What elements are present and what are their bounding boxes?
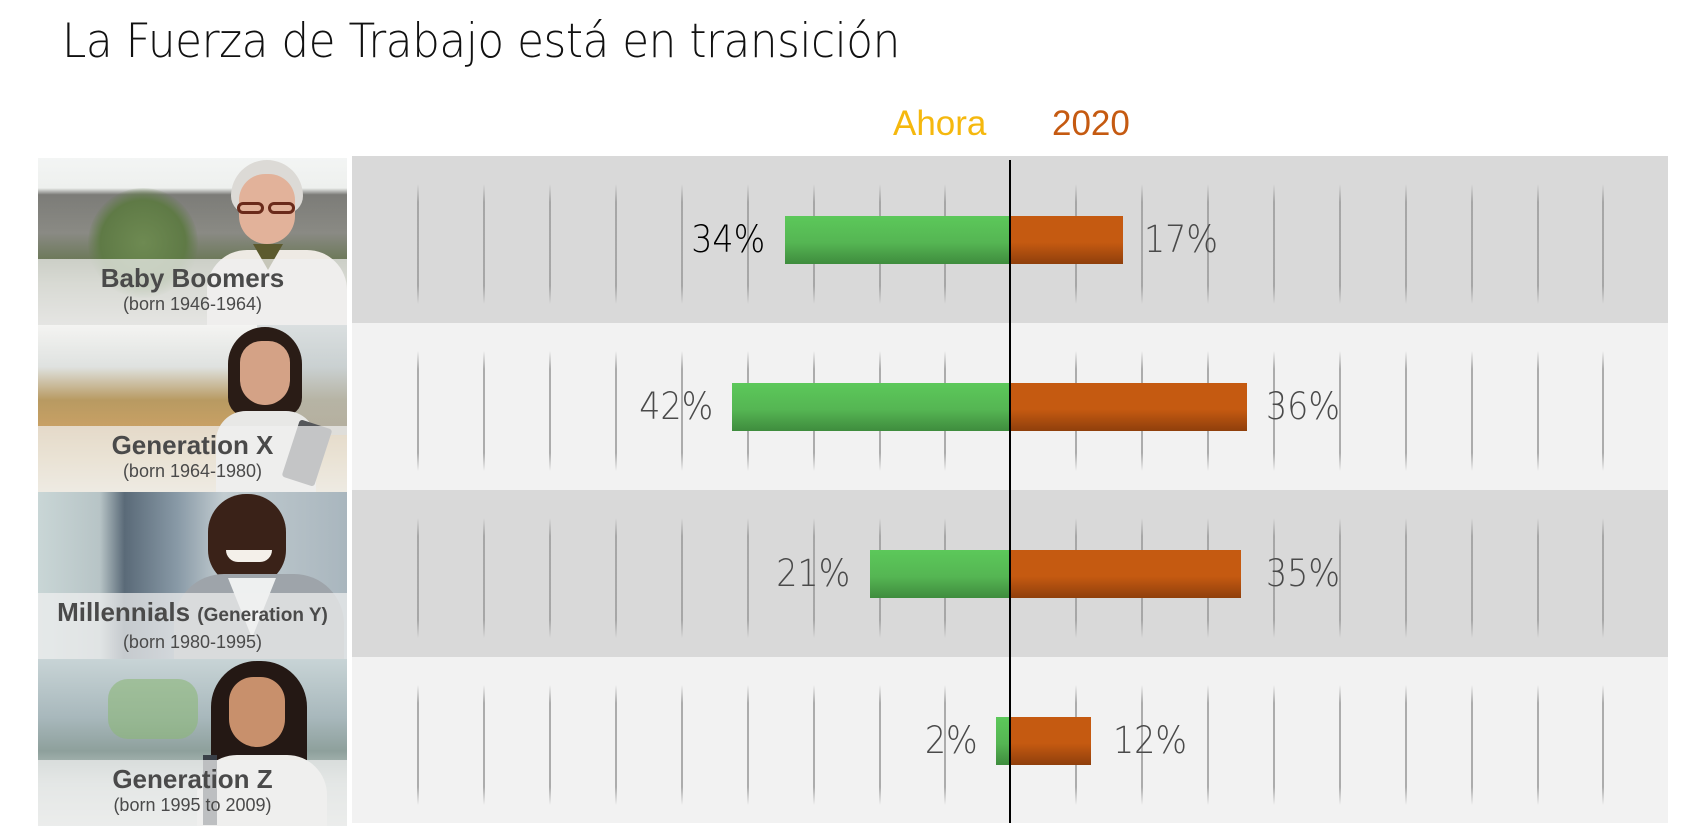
gridline: [681, 351, 683, 471]
gridline: [483, 685, 485, 805]
gridline: [1339, 518, 1341, 638]
gridline: [417, 184, 419, 304]
bar-ahora: [996, 717, 1009, 765]
value-2020: 17%: [1144, 218, 1219, 261]
gridline: [1273, 685, 1275, 805]
gridline: [1471, 184, 1473, 304]
center-axis-line: [1009, 160, 1011, 823]
generation-name-suffix: (Generation Y): [197, 605, 328, 626]
gridline: [1537, 351, 1539, 471]
gridline: [681, 685, 683, 805]
bar-ahora: [732, 383, 1009, 431]
generation-name: Generation X: [111, 430, 274, 460]
value-2020: 35%: [1266, 552, 1341, 595]
value-ahora: 42%: [638, 385, 713, 428]
gridline: [417, 351, 419, 471]
bar-2020: [1011, 717, 1091, 765]
gridline: [944, 685, 946, 805]
gridline: [1537, 518, 1539, 638]
gridline: [1537, 184, 1539, 304]
generation-born: (born 1946-1964): [122, 294, 263, 314]
generation-born: (born 1964-1980): [122, 461, 263, 481]
gridline: [747, 685, 749, 805]
caption-millennials: Millennials (Generation Y) (born 1980-19…: [38, 593, 347, 659]
gridline: [483, 184, 485, 304]
value-ahora: 2%: [925, 719, 978, 762]
diverging-bar-chart: 34% 17% 42% 36%: [352, 156, 1668, 823]
gridline: [1471, 518, 1473, 638]
gridline: [615, 351, 617, 471]
gridline: [549, 184, 551, 304]
gridline: [1273, 518, 1275, 638]
gridline: [417, 518, 419, 638]
gridline: [681, 518, 683, 638]
page-title: La Fuerza de Trabajo está en transición: [62, 14, 900, 69]
caption-baby-boomers: Baby Boomers (born 1946-1964): [38, 259, 347, 325]
photo-generation-x: Generation X (born 1964-1980): [38, 325, 347, 492]
legend-ahora: Ahora: [893, 104, 987, 143]
gridline: [747, 518, 749, 638]
generation-name: Generation Z: [112, 764, 273, 794]
caption-generation-z: Generation Z (born 1995 to 2009): [38, 760, 347, 826]
gridline: [1405, 351, 1407, 471]
generation-born: (born 1980-1995): [122, 632, 263, 652]
gridline: [1602, 685, 1604, 805]
generation-name: Millennials: [57, 597, 191, 627]
generation-name: Baby Boomers: [100, 263, 285, 293]
bar-2020: [1011, 216, 1123, 264]
generation-photo-column: Baby Boomers (born 1946-1964) Generation…: [38, 158, 347, 826]
caption-generation-x: Generation X (born 1964-1980): [38, 426, 347, 492]
gridline: [1207, 685, 1209, 805]
gridline: [483, 351, 485, 471]
gridline: [1471, 351, 1473, 471]
value-2020: 12%: [1113, 719, 1188, 762]
gridline: [1405, 184, 1407, 304]
bar-ahora: [870, 550, 1009, 598]
gridline: [813, 518, 815, 638]
gridline: [1273, 351, 1275, 471]
photo-generation-z: Generation Z (born 1995 to 2009): [38, 659, 347, 826]
gridline: [483, 518, 485, 638]
gridline: [549, 518, 551, 638]
legend-2020: 2020: [1052, 104, 1130, 143]
gridline: [1602, 184, 1604, 304]
gridline: [681, 184, 683, 304]
generation-born: (born 1995 to 2009): [113, 795, 272, 815]
gridline: [1602, 351, 1604, 471]
gridline: [1339, 351, 1341, 471]
gridline: [549, 685, 551, 805]
gridline: [1141, 184, 1143, 304]
gridline: [615, 518, 617, 638]
bar-2020: [1011, 550, 1241, 598]
gridline: [879, 685, 881, 805]
gridline: [1141, 685, 1143, 805]
value-ahora: 34%: [690, 218, 765, 261]
gridline: [813, 685, 815, 805]
gridline: [1339, 685, 1341, 805]
chart-row-baby-boomers: 34% 17%: [352, 156, 1668, 323]
gridline: [1405, 518, 1407, 638]
bar-ahora: [785, 216, 1009, 264]
gridline: [615, 685, 617, 805]
gridline: [747, 184, 749, 304]
gridline: [1339, 184, 1341, 304]
gridline: [1537, 685, 1539, 805]
photo-millennials: Millennials (Generation Y) (born 1980-19…: [38, 492, 347, 659]
gridline: [1471, 685, 1473, 805]
value-2020: 36%: [1266, 385, 1341, 428]
photo-baby-boomers: Baby Boomers (born 1946-1964): [38, 158, 347, 325]
gridline: [417, 685, 419, 805]
gridline: [615, 184, 617, 304]
gridline: [1405, 685, 1407, 805]
bar-2020: [1011, 383, 1247, 431]
gridline: [1273, 184, 1275, 304]
gridline: [1602, 518, 1604, 638]
value-ahora: 21%: [775, 552, 850, 595]
gridline: [1207, 184, 1209, 304]
gridline: [549, 351, 551, 471]
